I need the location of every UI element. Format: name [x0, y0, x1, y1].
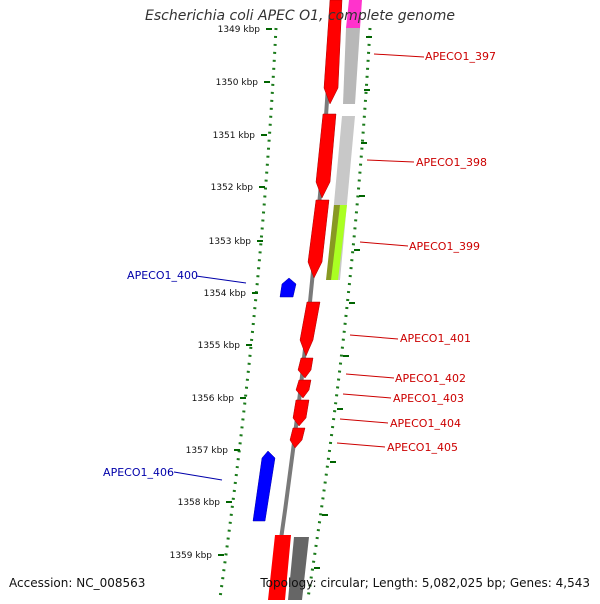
gene-arrow-404: [292, 399, 310, 427]
gene-label[interactable]: APECO1_400: [127, 269, 198, 282]
axis-tick-label: 1355 kbp: [198, 341, 241, 351]
axis-tick-label: 1354 kbp: [204, 289, 247, 299]
axis-tick-label: 1351 kbp: [213, 131, 256, 141]
genome-backbone: [270, 0, 335, 601]
gene-arrow-399: [307, 199, 330, 279]
gene-label-leader: [342, 393, 392, 399]
gene-label-leader: [366, 159, 415, 163]
gene-arrow-401: [299, 301, 321, 357]
gene-label-leader: [339, 418, 389, 424]
gene-arrow-406: [252, 450, 276, 522]
gene-label[interactable]: APECO1_405: [387, 441, 458, 454]
gene-block-bottom: [268, 535, 291, 600]
gene-label-leader: [195, 275, 247, 284]
gene-label-leader: [336, 442, 386, 448]
gene-label[interactable]: APECO1_397: [425, 50, 496, 63]
gene-label[interactable]: APECO1_402: [395, 372, 466, 385]
map-title: Escherichia coli APEC O1, complete genom…: [145, 8, 455, 24]
axis-ticks: 1349 kbp 1350 kbp 1351 kbp 1352 kbp 1353 kbp…: [170, 25, 372, 569]
reverse-genes: [252, 277, 297, 522]
gene-label[interactable]: APECO1_403: [393, 392, 464, 405]
gene-label[interactable]: APECO1_399: [409, 240, 480, 253]
genome-summary: Topology: circular; Length: 5,082,025 bp…: [260, 576, 590, 590]
gene-arrow-400: [279, 277, 297, 298]
feature-track-gray: [326, 0, 362, 280]
axis-tick-label: 1352 kbp: [211, 183, 254, 193]
gene-arrow-398: [315, 113, 337, 199]
gene-label-leader: [359, 241, 409, 247]
gene-labels: APECO1_397 APECO1_398 APECO1_399 APECO1_400…: [103, 50, 496, 481]
tick-ring-outer: [218, 27, 278, 599]
axis-tick-label: 1359 kbp: [170, 551, 213, 561]
gene-label-leader: [345, 373, 395, 379]
gene-label-leader: [349, 334, 399, 340]
axis-tick-label: 1358 kbp: [178, 498, 221, 508]
gene-block-bottom-gray: [288, 537, 309, 600]
gene-label[interactable]: APECO1_404: [390, 417, 461, 430]
forward-genes: [268, 0, 343, 600]
gene-arrow-397: [323, 0, 343, 105]
gene-arrow-402: [297, 357, 314, 379]
accession-label: Accession: NC_008563: [9, 576, 146, 590]
gene-arrow-403: [295, 379, 312, 399]
gene-label[interactable]: APECO1_406: [103, 466, 174, 479]
axis-tick-label: 1356 kbp: [192, 394, 235, 404]
gene-arrow-405: [289, 427, 306, 449]
gene-label-leader: [373, 53, 425, 58]
axis-tick-label: 1353 kbp: [209, 237, 252, 247]
axis-tick-label: 1350 kbp: [216, 78, 259, 88]
gene-label-leader: [173, 471, 223, 481]
axis-tick-label: 1357 kbp: [186, 446, 229, 456]
axis-tick-label: 1349 kbp: [218, 25, 261, 35]
gene-label[interactable]: APECO1_398: [416, 156, 487, 169]
gene-label[interactable]: APECO1_401: [400, 332, 471, 345]
